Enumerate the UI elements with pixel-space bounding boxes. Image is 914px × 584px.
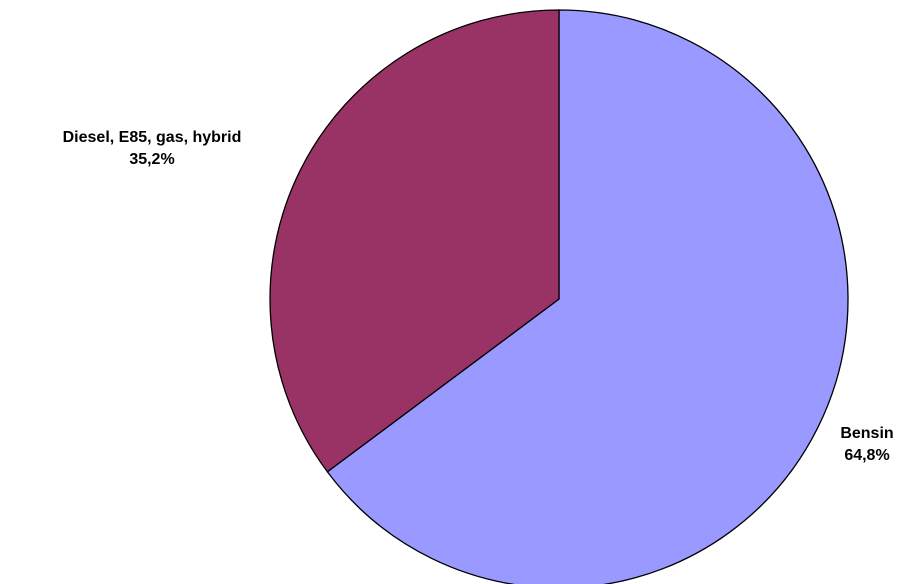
slice-label-bensin: Bensin 64,8% [826, 423, 908, 467]
slice-label-name: Bensin [840, 425, 894, 442]
slice-label-name: Diesel, E85, gas, hybrid [62, 129, 242, 146]
slice-label-percent: 35,2% [129, 151, 175, 168]
pie-slice-diesel-e85-gas-hybrid [269, 9, 560, 473]
slice-label-diesel-e85-gas-hybrid: Diesel, E85, gas, hybrid 35,2% [18, 127, 286, 171]
pie-slice-bensin [326, 9, 849, 584]
slice-label-percent: 64,8% [844, 447, 890, 464]
